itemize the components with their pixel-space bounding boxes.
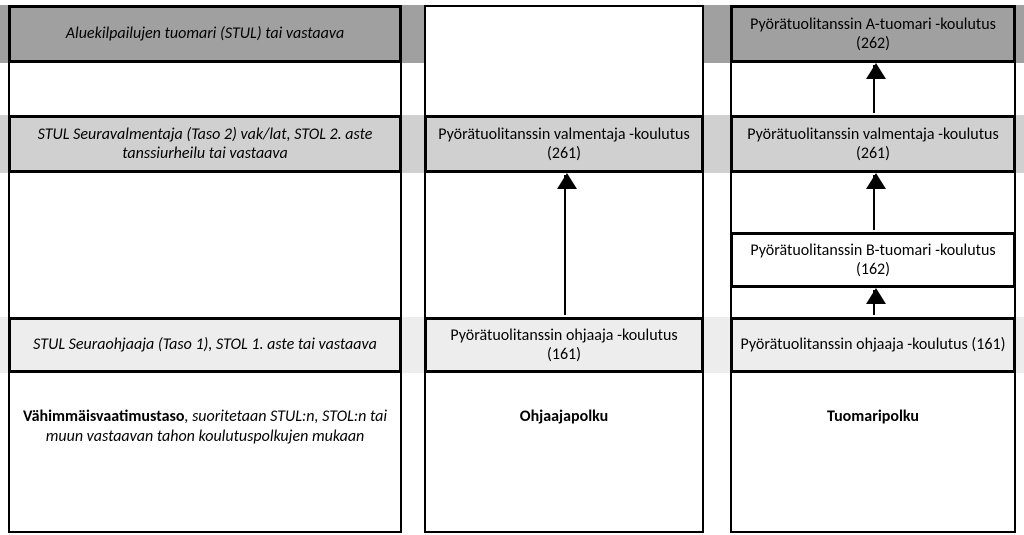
c3-top-box: Pyörätuolitanssin A-tuomari -koulutus (2… <box>730 5 1016 63</box>
c3-arrow-low-to-bjudge <box>873 290 875 315</box>
c1-low-box: STUL Seuraohjaaja (Taso 1), STOL 1. aste… <box>8 317 402 373</box>
col3-title: Tuomaripolku <box>732 407 1014 427</box>
c3-bjudge-box: Pyörätuolitanssin B-tuomari -koulutus (1… <box>730 232 1016 288</box>
c3-top-text: Pyörätuolitanssin A-tuomari -koulutus (2… <box>739 15 1007 53</box>
c2-mid-text: Pyörätuolitanssin valmentaja -koulutus (… <box>433 125 695 163</box>
c3-low-text: Pyörätuolitanssin ohjaaja -koulutus (161… <box>741 335 1006 354</box>
c3-bjudge-text: Pyörätuolitanssin B-tuomari -koulutus (1… <box>739 241 1007 279</box>
column-requirements: Vähimmäisvaatimustaso, suoritetaan STUL:… <box>8 5 402 533</box>
c1-low-text: STUL Seuraohjaaja (Taso 1), STOL 1. aste… <box>33 335 377 354</box>
c1-mid-box: STUL Seuravalmentaja (Taso 2) vak/lat, S… <box>8 115 402 173</box>
c3-arrow-mid-to-top <box>873 65 875 113</box>
col2-title: Ohjaajapolku <box>426 407 702 427</box>
col1-title: Vähimmäisvaatimustaso, suoritetaan STUL:… <box>10 407 400 447</box>
c2-low-text: Pyörätuolitanssin ohjaaja -koulutus (161… <box>433 326 695 364</box>
col1-title-bold: Vähimmäisvaatimustaso <box>23 407 184 426</box>
c3-mid-text: Pyörätuolitanssin valmentaja -koulutus (… <box>739 125 1007 163</box>
c3-arrow-bjudge-to-mid <box>873 175 875 230</box>
c3-mid-box: Pyörätuolitanssin valmentaja -koulutus (… <box>730 115 1016 173</box>
c1-top-text: Aluekilpailujen tuomari (STUL) tai vasta… <box>66 24 344 43</box>
c2-mid-box: Pyörätuolitanssin valmentaja -koulutus (… <box>424 115 704 173</box>
c1-mid-text: STUL Seuravalmentaja (Taso 2) vak/lat, S… <box>17 125 393 163</box>
c3-low-box: Pyörätuolitanssin ohjaaja -koulutus (161… <box>730 317 1016 373</box>
c2-arrow-low-to-mid <box>564 175 566 315</box>
c2-low-box: Pyörätuolitanssin ohjaaja -koulutus (161… <box>424 317 704 373</box>
c1-top-box: Aluekilpailujen tuomari (STUL) tai vasta… <box>8 5 402 63</box>
